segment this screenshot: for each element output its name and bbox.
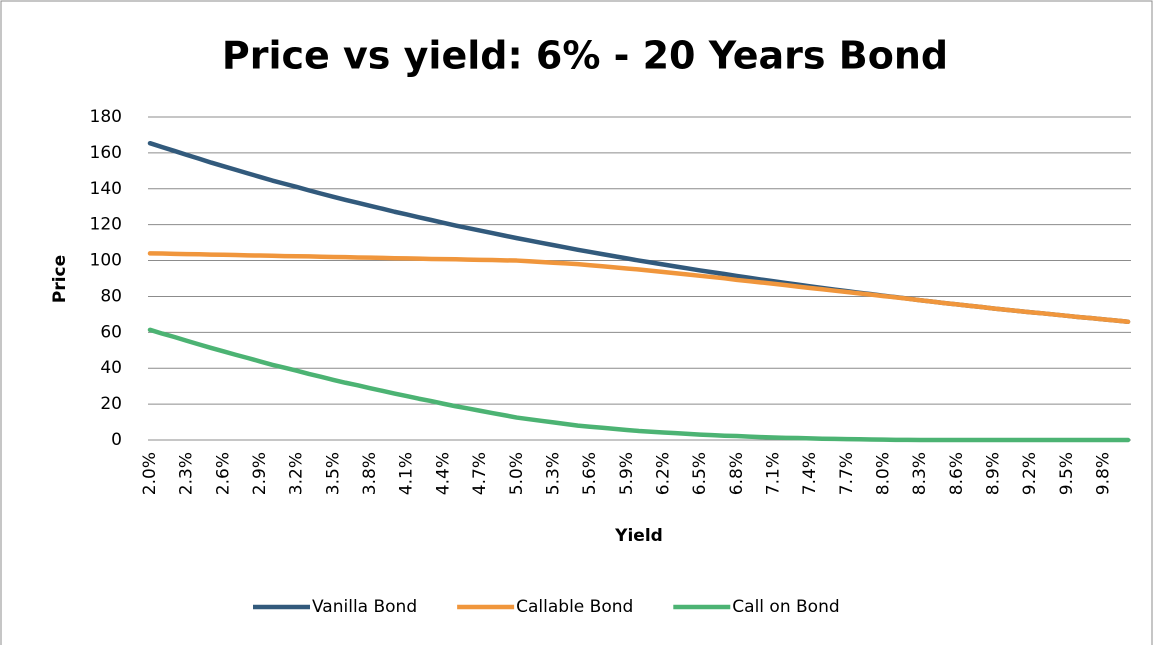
x-tick-label: 6.8% (727, 452, 747, 495)
y-tick-label: 100 (90, 251, 122, 271)
x-tick-label: 2.9% (250, 452, 270, 495)
x-tick-label: 4.7% (470, 452, 490, 495)
x-tick-label: 2.3% (177, 452, 197, 495)
x-tick-label: 8.6% (947, 452, 967, 495)
x-tick-label: 6.5% (690, 452, 710, 495)
x-tick-label: 7.7% (837, 452, 857, 495)
x-tick-label: 2.0% (140, 452, 160, 495)
y-tick-label: 20 (100, 394, 122, 414)
x-tick-label: 9.8% (1094, 452, 1114, 495)
x-tick-label: 6.2% (653, 452, 673, 495)
y-tick-label: 0 (111, 430, 122, 450)
x-tick-label: 7.1% (763, 452, 783, 495)
chart-title: Price vs yield: 6% - 20 Years Bond (222, 34, 948, 78)
x-tick-label: 5.9% (617, 452, 637, 495)
legend-label: Call on Bond (732, 597, 839, 617)
y-tick-label: 40 (100, 358, 122, 378)
y-tick-label: 60 (100, 322, 122, 342)
x-tick-label: 8.3% (910, 452, 930, 495)
y-tick-label: 140 (90, 179, 122, 199)
x-tick-label: 9.2% (1020, 452, 1040, 495)
x-tick-label: 5.3% (543, 452, 563, 495)
x-tick-label: 5.6% (580, 452, 600, 495)
x-axis-label: Yield (614, 526, 663, 546)
series-line (147, 251, 1131, 324)
series-line (147, 327, 1131, 443)
y-axis-label: Price (50, 255, 70, 303)
x-tick-label: 4.4% (433, 452, 453, 495)
legend-label: Callable Bond (516, 597, 633, 617)
x-tick-label: 8.9% (984, 452, 1004, 495)
x-tick-label: 4.1% (397, 452, 417, 495)
y-tick-label: 180 (90, 107, 122, 127)
x-tick-label: 8.0% (874, 452, 894, 495)
y-tick-label: 120 (90, 215, 122, 235)
x-tick-label: 3.5% (323, 452, 343, 495)
y-tick-label: 160 (90, 143, 122, 163)
x-tick-label: 3.2% (287, 452, 307, 495)
x-tick-label: 5.0% (507, 452, 527, 495)
x-tick-label: 3.8% (360, 452, 380, 495)
x-tick-label: 2.6% (213, 452, 233, 495)
y-tick-label: 80 (100, 286, 122, 306)
x-tick-label: 7.4% (800, 452, 820, 495)
legend-label: Vanilla Bond (312, 597, 417, 617)
x-tick-label: 9.5% (1057, 452, 1077, 495)
